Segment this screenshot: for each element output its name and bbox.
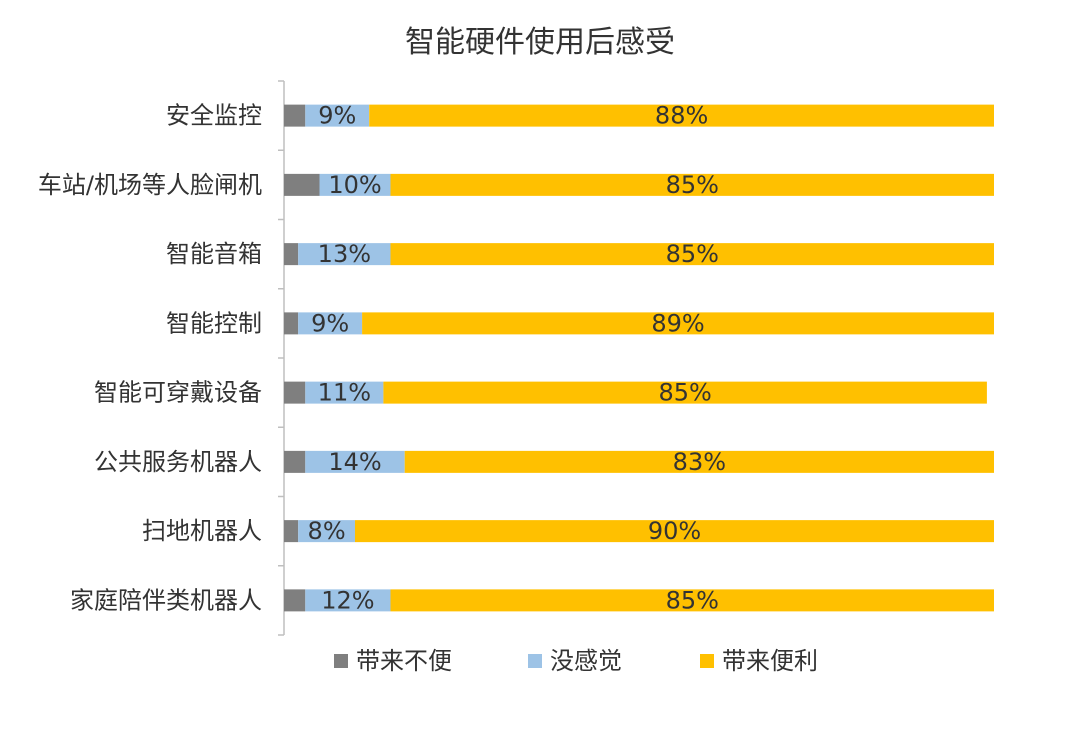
bar-segment — [355, 520, 994, 543]
data-label: 14% — [328, 448, 381, 476]
bar-segment — [284, 243, 299, 266]
bar-segment — [284, 312, 299, 335]
bar-segment — [390, 173, 994, 196]
bar-segment — [390, 589, 994, 612]
data-label: 85% — [666, 240, 719, 268]
category-label: 公共服务机器人 — [94, 448, 262, 476]
data-label: 85% — [658, 379, 711, 407]
data-label: 85% — [666, 171, 719, 199]
legend: 带来不便 没感觉 带来便利 — [334, 647, 818, 675]
bar-segment — [383, 381, 987, 404]
data-label: 9% — [311, 309, 349, 337]
data-label: 9% — [318, 102, 356, 130]
data-label: 13% — [318, 240, 371, 268]
legend-label: 没感觉 — [550, 647, 622, 675]
bar-segment — [298, 312, 363, 335]
data-label: 8% — [308, 517, 346, 545]
data-label: 90% — [648, 517, 701, 545]
bar-segment — [284, 173, 320, 196]
category-axis — [278, 80, 285, 636]
data-label: 83% — [673, 448, 726, 476]
category-label: 扫地机器人 — [142, 517, 262, 545]
bar-segment — [298, 520, 355, 543]
bar-segment — [305, 450, 405, 473]
category-label: 智能音箱 — [166, 240, 262, 268]
category-label: 智能控制 — [166, 309, 262, 337]
bar-segment — [284, 520, 299, 543]
bar-segment — [319, 173, 391, 196]
bar-segment — [284, 381, 306, 404]
legend-label: 带来便利 — [722, 647, 818, 675]
category-labels: 安全监控车站/机场等人脸闸机智能音箱智能控制智能可穿戴设备公共服务机器人扫地机器… — [38, 102, 262, 615]
data-label: 12% — [321, 586, 374, 614]
bar-segment — [305, 381, 384, 404]
bar-segment — [305, 104, 370, 127]
category-label: 家庭陪伴类机器人 — [70, 586, 262, 614]
legend-swatch — [700, 654, 714, 668]
bar-segment — [298, 243, 391, 266]
data-label: 88% — [655, 102, 708, 130]
bar-segment — [390, 243, 994, 266]
bar-segment — [284, 450, 306, 473]
data-labels: 9% 88% 10% 85% 13% 85% 9% 89% 11% 85% 14% 83% 8% 90% 1… — [308, 102, 726, 615]
category-label: 智能可穿戴设备 — [94, 379, 262, 407]
category-label: 安全监控 — [166, 102, 262, 130]
legend-label: 带来不便 — [356, 647, 452, 675]
bars — [284, 104, 995, 612]
category-label: 车站/机场等人脸闸机 — [38, 171, 262, 199]
bar-segment — [284, 589, 306, 612]
data-label: 85% — [666, 586, 719, 614]
bar-segment — [369, 104, 994, 127]
bar-segment — [362, 312, 995, 335]
legend-swatch — [334, 654, 348, 668]
bar-segment — [305, 589, 391, 612]
chart-title: 智能硬件使用后感受 — [405, 25, 675, 60]
data-label: 10% — [328, 171, 381, 199]
data-label: 89% — [651, 309, 704, 337]
legend-swatch — [528, 654, 542, 668]
bar-segment — [284, 104, 306, 127]
bar-segment — [404, 450, 994, 473]
data-label: 11% — [318, 379, 371, 407]
